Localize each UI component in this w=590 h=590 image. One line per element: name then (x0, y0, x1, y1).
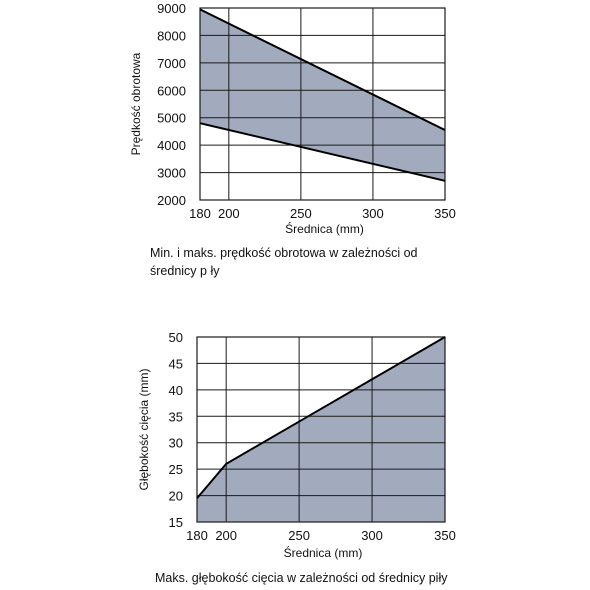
x-axis-label: Średnica (mm) (285, 221, 364, 236)
chart-rotational-speed: 180 200 250 300 350 2000 3000 4000 5000 6000 7000 8… (129, 1, 456, 236)
x-axis-label: Średnica (mm) (284, 545, 363, 560)
y-tick-label: 20 (169, 489, 183, 504)
x-tick-label: 300 (361, 528, 383, 543)
series-line-2 (199, 122, 446, 182)
y-tick-label: 30 (169, 436, 183, 451)
caption-cutting-depth: Maks. głębokość cięcia w zależności od ś… (155, 571, 448, 585)
x-tick-label: 250 (288, 528, 310, 543)
y-tick-label: 40 (169, 383, 183, 398)
y-axis-label: Prędkość obrotowa (129, 52, 143, 155)
y-tick-label: 7000 (157, 56, 186, 71)
area-fill (197, 337, 445, 522)
x-tick-label: 350 (434, 206, 456, 221)
y-tick-label: 3000 (157, 166, 186, 181)
y-tick-label: 15 (169, 515, 183, 530)
y-tick-label: 2000 (157, 193, 186, 208)
area-fill (200, 9, 445, 181)
x-tick-label: 200 (218, 206, 240, 221)
y-tick-label: 5000 (157, 111, 186, 126)
x-tick-label: 180 (189, 206, 211, 221)
series-line-1 (199, 8, 446, 131)
y-tick-label: 4000 (157, 138, 186, 153)
plot-frame (199, 7, 446, 201)
y-tick-label: 35 (169, 409, 183, 424)
x-tick-label: 180 (186, 528, 208, 543)
y-tick-label: 50 (169, 330, 183, 345)
x-tick-label: 300 (362, 206, 384, 221)
y-tick-label: 6000 (157, 83, 186, 98)
chart-cutting-depth: 180 200 250 300 350 15 20 25 30 35 40 45 50 Średnica … (137, 330, 456, 560)
x-tick-label: 200 (215, 528, 237, 543)
y-tick-label: 9000 (157, 1, 186, 16)
x-tick-label: 350 (434, 528, 456, 543)
y-tick-label: 45 (169, 356, 183, 371)
y-axis-label: Głębokość cięcia (mm) (137, 368, 151, 490)
plot-frame (196, 336, 446, 523)
x-tick-label: 250 (290, 206, 312, 221)
series-line-1 (196, 336, 446, 499)
caption-rotational-speed: Min. i maks. prędkość obrotowa w zależno… (150, 246, 418, 278)
y-tick-label: 25 (169, 462, 183, 477)
y-tick-label: 8000 (157, 28, 186, 43)
